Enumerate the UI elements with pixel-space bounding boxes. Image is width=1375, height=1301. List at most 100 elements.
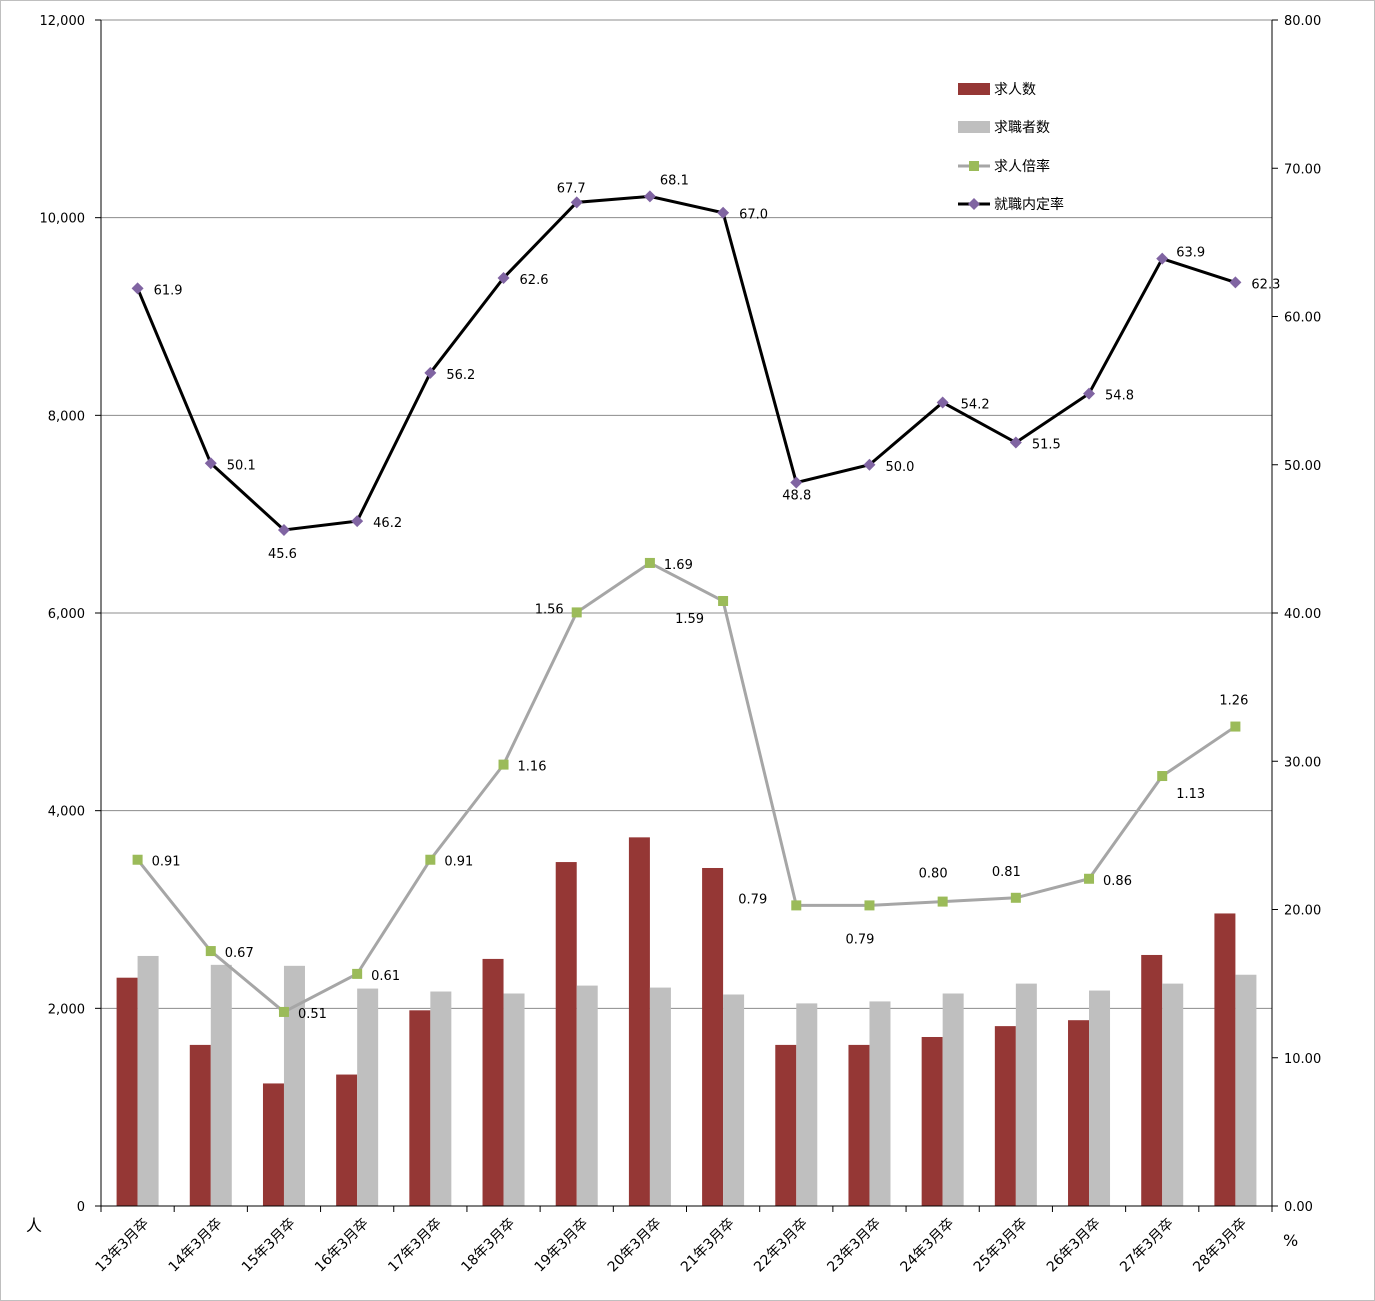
marker-kyujin-bairitsu (205, 946, 216, 957)
legend-label: 求人数 (994, 82, 1036, 98)
bar-kyushokushasu (723, 994, 745, 1206)
bar-kyujinsu (1068, 1020, 1090, 1206)
right-tick-label: 30.00 (1284, 755, 1321, 770)
marker-naitei-ritsu (131, 282, 144, 295)
legend-marker-naitei-ritsu (968, 198, 980, 210)
marker-naitei-ritsu (1009, 436, 1022, 449)
marker-naitei-ritsu (497, 271, 510, 284)
data-label-kyujin-bairitsu: 0.79 (845, 932, 874, 947)
bar-kyujinsu (189, 1044, 211, 1206)
bar-series (116, 837, 1257, 1206)
right-tick-label: 40.00 (1284, 607, 1321, 622)
data-label-naitei-ritsu: 62.3 (1251, 277, 1280, 292)
bar-kyushokushasu (283, 965, 305, 1206)
left-axis-unit: 人 (26, 1216, 42, 1235)
x-category-label: 21年3月卒 (678, 1216, 738, 1276)
gridlines (101, 19, 1272, 1009)
bar-kyushokushasu (649, 987, 671, 1206)
data-label-naitei-ritsu: 46.2 (373, 516, 402, 531)
bar-kyushokushasu (942, 993, 964, 1206)
x-category-label: 15年3月卒 (239, 1216, 299, 1276)
bar-kyujinsu (848, 1044, 870, 1206)
axes: 0 2,000 4,000 6,000 8,000 10,000 12,000 0.00 10.… (40, 14, 1322, 1215)
line-kyujin-bairitsu (136, 561, 1237, 1014)
legend-label: 求人倍率 (994, 158, 1050, 175)
data-label-kyujin-bairitsu: 1.26 (1219, 694, 1248, 709)
marker-kyujin-bairitsu (425, 854, 436, 865)
marker-kyujin-bairitsu (498, 759, 509, 770)
data-label-naitei-ritsu: 48.8 (782, 489, 811, 504)
right-tick-label: 50.00 (1284, 459, 1321, 474)
bar-kyushokushasu (210, 964, 232, 1206)
data-label-kyujin-bairitsu: 0.67 (225, 946, 254, 961)
right-tick-label: 10.00 (1284, 1052, 1321, 1067)
bar-kyujinsu (336, 1074, 358, 1206)
marker-kyujin-bairitsu (1010, 892, 1021, 903)
data-label-kyujin-bairitsu: 1.56 (535, 602, 564, 617)
x-category-label: 26年3月卒 (1044, 1216, 1104, 1276)
data-label-naitei-ritsu: 61.9 (154, 283, 183, 298)
x-category-label: 18年3月卒 (458, 1216, 518, 1276)
data-label-naitei-ritsu: 54.8 (1105, 389, 1134, 404)
x-category-label: 19年3月卒 (532, 1216, 592, 1276)
marker-kyujin-bairitsu (132, 854, 143, 865)
left-tick-label: 8,000 (48, 409, 85, 424)
left-tick-label: 10,000 (40, 212, 86, 227)
data-label-kyujin-bairitsu: 0.79 (738, 892, 767, 907)
marker-naitei-ritsu (570, 196, 583, 209)
marker-kyujin-bairitsu (1157, 771, 1168, 782)
left-tick-label: 12,000 (40, 14, 86, 29)
x-category-label: 28年3月卒 (1190, 1216, 1250, 1276)
marker-kyujin-bairitsu (278, 1006, 289, 1017)
line-naitei-ritsu (136, 194, 1236, 532)
bar-kyujinsu (1214, 913, 1236, 1206)
bar-kyushokushasu (430, 991, 452, 1206)
data-label-kyujin-bairitsu: 0.86 (1103, 874, 1132, 889)
legend-swatch-kyushokushasu (958, 121, 990, 133)
left-tick-label: 2,000 (48, 1002, 85, 1017)
data-label-naitei-ritsu: 62.6 (520, 273, 549, 288)
marker-kyujin-bairitsu (937, 896, 948, 907)
right-tick-label: 60.00 (1284, 311, 1321, 326)
marker-naitei-ritsu (204, 457, 217, 470)
legend-marker-kyujin-bairitsu (969, 161, 979, 171)
legend-label: 就職内定率 (994, 196, 1064, 213)
data-label-naitei-ritsu: 50.1 (227, 458, 256, 473)
marker-naitei-ritsu (351, 515, 364, 528)
bar-kyujinsu (262, 1083, 284, 1206)
marker-naitei-ritsu (717, 206, 730, 219)
bar-kyujinsu (482, 958, 504, 1206)
right-tick-label: 80.00 (1284, 14, 1321, 29)
data-label-naitei-ritsu: 63.9 (1176, 246, 1205, 261)
marker-naitei-ritsu (1156, 252, 1169, 265)
x-category-label: 22年3月卒 (751, 1216, 811, 1276)
data-label-kyujin-bairitsu: 1.16 (518, 760, 547, 775)
bar-kyushokushasu (1235, 974, 1257, 1206)
data-label-kyujin-bairitsu: 1.13 (1176, 787, 1205, 802)
bar-kyujinsu (702, 867, 724, 1206)
left-tick-label: 4,000 (48, 805, 85, 820)
right-tick-label: 70.00 (1284, 162, 1321, 177)
marker-naitei-ritsu (424, 366, 437, 379)
data-labels: 0.91 0.67 0.51 0.61 0.91 1.16 1.56 1.69 1.59 0.79… (152, 173, 1281, 1022)
marker-naitei-ritsu (277, 523, 290, 536)
right-axis-unit: % (1283, 1231, 1298, 1250)
marker-kyujin-bairitsu (1084, 873, 1095, 884)
bar-kyujinsu (921, 1036, 943, 1206)
x-category-label: 24年3月卒 (898, 1216, 958, 1276)
marker-kyujin-bairitsu (864, 900, 875, 911)
bar-kyushokushasu (137, 955, 159, 1206)
bar-kyujinsu (409, 1010, 431, 1206)
data-label-naitei-ritsu: 54.2 (961, 397, 990, 412)
x-category-label: 20年3月卒 (605, 1216, 665, 1276)
data-label-kyujin-bairitsu: 0.51 (298, 1007, 327, 1022)
marker-naitei-ritsu (1083, 387, 1096, 400)
data-label-kyujin-bairitsu: 1.69 (664, 558, 693, 573)
marker-naitei-ritsu (790, 476, 803, 489)
data-label-naitei-ritsu: 68.1 (660, 173, 689, 188)
bar-kyushokushasu (576, 985, 598, 1206)
x-category-label: 25年3月卒 (971, 1216, 1031, 1276)
bar-kyushokushasu (1162, 983, 1184, 1206)
x-category-label: 13年3月卒 (93, 1216, 153, 1276)
